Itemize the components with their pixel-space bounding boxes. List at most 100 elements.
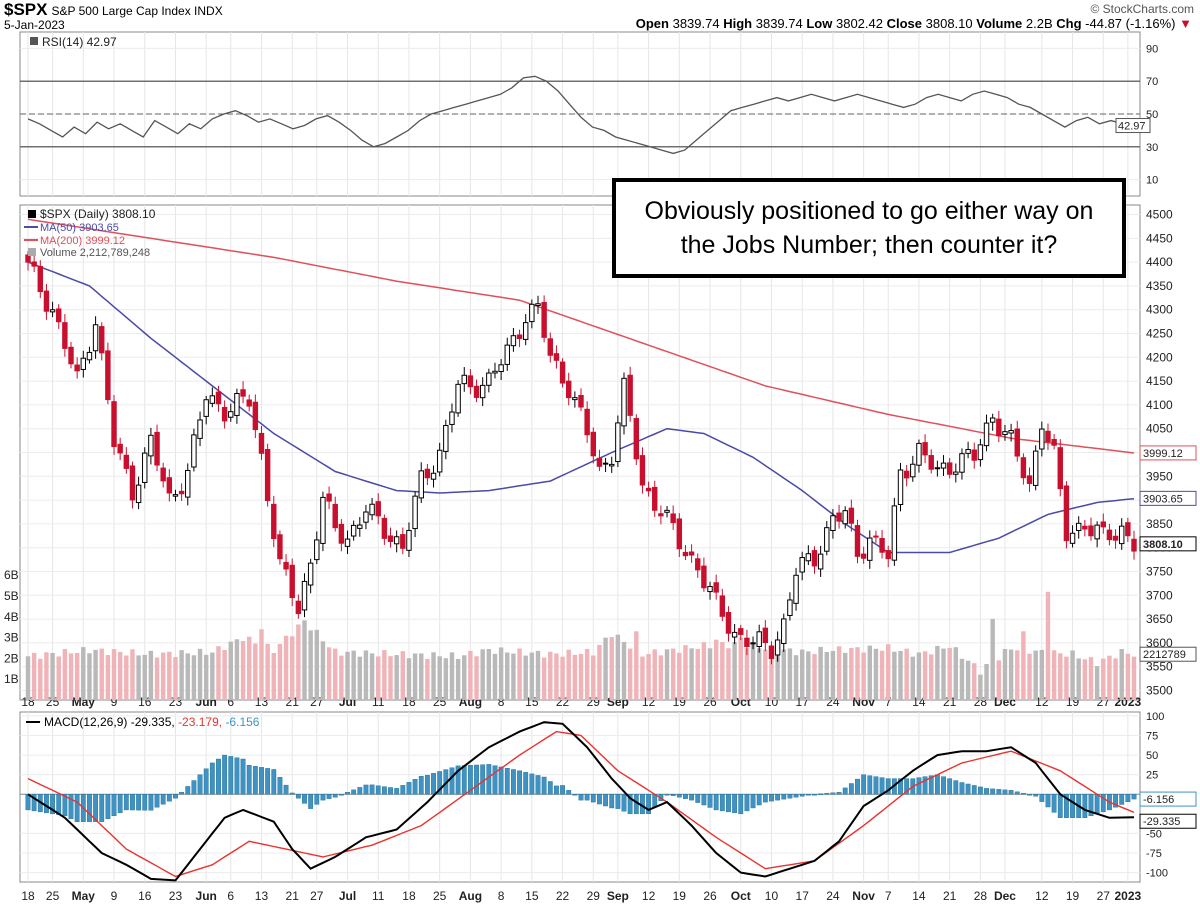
candle-body xyxy=(357,524,363,529)
candle-body xyxy=(363,511,369,523)
volume-bar xyxy=(191,655,197,700)
macd-histogram-bar xyxy=(265,768,271,795)
x-tick-label-bottom: 15 xyxy=(525,889,539,903)
macd-histogram-bar xyxy=(338,794,344,796)
macd-histogram-bar xyxy=(142,794,148,811)
volume-bar xyxy=(886,644,891,700)
macd-histogram-bar xyxy=(578,794,584,801)
volume-bar xyxy=(849,648,854,700)
candle-body xyxy=(891,505,898,561)
volume-bar xyxy=(1015,650,1020,700)
volume-bar xyxy=(50,652,55,700)
candle-body xyxy=(897,469,904,505)
candle-body xyxy=(473,385,480,398)
macd-histogram-bar xyxy=(160,794,166,805)
x-tick-label-bottom: 12 xyxy=(1035,889,1049,903)
candle-body xyxy=(1069,532,1076,544)
macd-histogram-bar xyxy=(947,778,953,795)
volume-bar xyxy=(965,660,971,700)
macd-tick-label: 25 xyxy=(1146,770,1158,782)
volume-bar xyxy=(197,648,203,700)
volume-bar xyxy=(867,645,873,700)
candle-body xyxy=(541,301,547,338)
x-tick-label-bottom: 2023 xyxy=(1115,889,1142,903)
candle-body xyxy=(774,639,781,656)
candle-body xyxy=(934,467,941,470)
x-tick-label-bottom: 28 xyxy=(974,889,988,903)
x-tick-label-bottom: 25 xyxy=(46,889,60,903)
candle-body xyxy=(221,406,228,422)
volume-bar xyxy=(222,649,227,700)
candle-body xyxy=(793,574,799,604)
x-tick-label-mid: 22 xyxy=(556,695,570,709)
x-tick-label-bottom: 26 xyxy=(703,889,717,903)
candle-body xyxy=(240,389,246,397)
candle-body xyxy=(326,493,332,502)
x-tick-label-mid: 26 xyxy=(703,695,717,709)
x-tick-label-bottom: Oct xyxy=(731,889,751,903)
candle-body xyxy=(277,534,283,560)
candle-body xyxy=(191,434,197,468)
x-tick-label-mid: 18 xyxy=(402,695,416,709)
candle-body xyxy=(572,397,578,401)
candle-body xyxy=(504,344,510,365)
candle-body xyxy=(92,324,99,352)
macd-histogram-bar xyxy=(1033,794,1039,797)
volume-bar xyxy=(996,660,1002,700)
candle-body xyxy=(971,449,977,461)
volume-bar xyxy=(879,650,885,700)
price-tick-label: 4350 xyxy=(1146,279,1173,293)
volume-bar xyxy=(806,651,811,700)
volume-bar xyxy=(689,648,694,700)
macd-histogram-bar xyxy=(437,771,443,795)
x-tick-label-bottom: 21 xyxy=(286,889,300,903)
volume-bar xyxy=(1088,657,1094,700)
macd-histogram-bar xyxy=(1113,794,1118,808)
high-label: High xyxy=(723,16,753,31)
volume-bar xyxy=(351,650,356,700)
candle-body xyxy=(578,394,584,408)
volume-bar xyxy=(603,637,608,700)
macd-histogram-bar xyxy=(332,794,338,798)
candle-body xyxy=(959,453,965,473)
price-tick-label: 4200 xyxy=(1146,350,1173,364)
macd-histogram-bar xyxy=(369,784,375,795)
volume-bar xyxy=(935,645,940,700)
volume-bar xyxy=(253,643,258,700)
x-tick-label-bottom: 10 xyxy=(765,889,779,903)
volume-bar xyxy=(1131,656,1137,700)
volume-bar xyxy=(363,650,369,700)
candle-body xyxy=(922,442,928,456)
macd-histogram-bar xyxy=(1088,794,1094,817)
volume-bar xyxy=(529,652,535,700)
candle-body xyxy=(418,470,424,499)
candle-body xyxy=(178,490,185,495)
macd-histogram-bar xyxy=(750,794,756,809)
x-tick-label-bottom: 13 xyxy=(255,889,269,903)
ma50-last-value: 3903.65 xyxy=(1143,493,1183,505)
volume-bar xyxy=(462,655,467,700)
volume-bar xyxy=(216,646,221,700)
candle-body xyxy=(338,523,345,544)
volume-bar xyxy=(763,649,768,700)
volume-bar xyxy=(154,657,160,700)
x-tick-label-bottom: May xyxy=(72,889,96,903)
x-tick-label-mid: 11 xyxy=(372,695,385,709)
candle-body xyxy=(565,380,572,399)
candle-body xyxy=(289,564,295,599)
volume-bar xyxy=(609,637,614,700)
macd-histogram-bar xyxy=(904,778,910,795)
candle-body xyxy=(590,431,597,457)
candle-body xyxy=(387,535,394,542)
candle-body xyxy=(836,512,842,522)
macd-histogram-bar xyxy=(953,780,959,795)
volume-bar xyxy=(87,653,92,700)
macd-histogram-bar xyxy=(357,787,363,795)
macd-histogram-bar xyxy=(363,784,369,795)
volume-bar xyxy=(505,652,510,700)
candle-body xyxy=(940,462,947,469)
volume-bar xyxy=(320,641,326,700)
credit-label: © StockCharts.com xyxy=(1090,2,1194,16)
volume-bar xyxy=(750,642,756,700)
macd-histogram-bar xyxy=(621,794,627,812)
